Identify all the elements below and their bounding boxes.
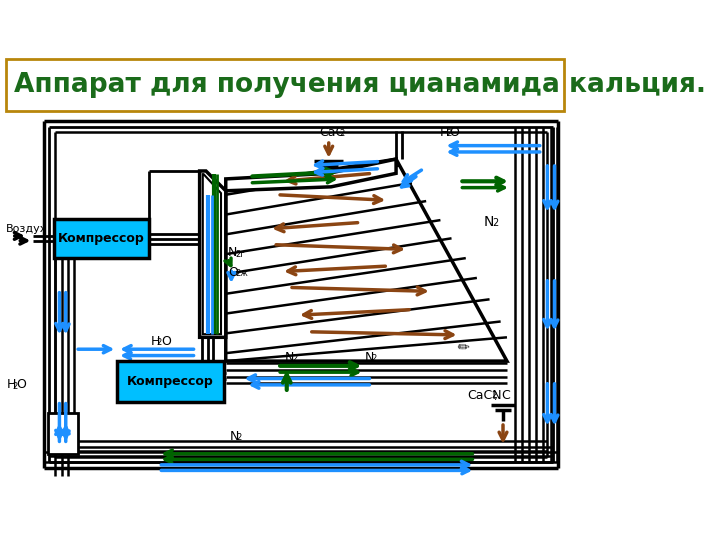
- Text: 2: 2: [492, 219, 498, 228]
- Text: N: N: [230, 430, 239, 443]
- Text: 2: 2: [372, 354, 377, 363]
- Text: O: O: [449, 126, 459, 139]
- Text: N: N: [285, 350, 294, 363]
- FancyBboxPatch shape: [48, 413, 78, 454]
- Text: 2: 2: [340, 129, 345, 138]
- Text: O: O: [228, 266, 238, 279]
- Text: Компрессор: Компрессор: [58, 232, 145, 245]
- Text: Воздух: Воздух: [6, 224, 48, 234]
- Text: ✎: ✎: [456, 338, 474, 356]
- Text: 2: 2: [13, 382, 18, 391]
- Text: H: H: [6, 379, 16, 392]
- FancyBboxPatch shape: [117, 361, 224, 402]
- Text: O: O: [161, 335, 171, 348]
- Text: 2ж: 2ж: [235, 269, 248, 278]
- Text: N: N: [364, 350, 374, 363]
- Text: 2г: 2г: [235, 249, 245, 259]
- Text: 2: 2: [446, 129, 451, 138]
- Text: CaC: CaC: [319, 126, 344, 139]
- Text: H: H: [150, 335, 160, 348]
- Text: O: O: [17, 379, 27, 392]
- Text: CaCN: CaCN: [467, 389, 502, 402]
- Text: Аппарат для получения цианамида кальция.: Аппарат для получения цианамида кальция.: [14, 72, 706, 98]
- Text: N: N: [228, 246, 238, 259]
- Text: , C: , C: [495, 389, 511, 402]
- Polygon shape: [199, 171, 226, 338]
- Polygon shape: [226, 159, 396, 191]
- Text: H: H: [440, 126, 449, 139]
- FancyBboxPatch shape: [6, 59, 564, 111]
- Text: 2: 2: [292, 354, 297, 363]
- Polygon shape: [226, 159, 507, 361]
- Text: N: N: [483, 215, 494, 230]
- Text: 2: 2: [157, 338, 162, 347]
- Text: 2: 2: [237, 433, 242, 442]
- Text: Компрессор: Компрессор: [127, 375, 214, 388]
- Text: 2: 2: [491, 392, 496, 400]
- FancyBboxPatch shape: [54, 219, 149, 258]
- Polygon shape: [203, 174, 221, 334]
